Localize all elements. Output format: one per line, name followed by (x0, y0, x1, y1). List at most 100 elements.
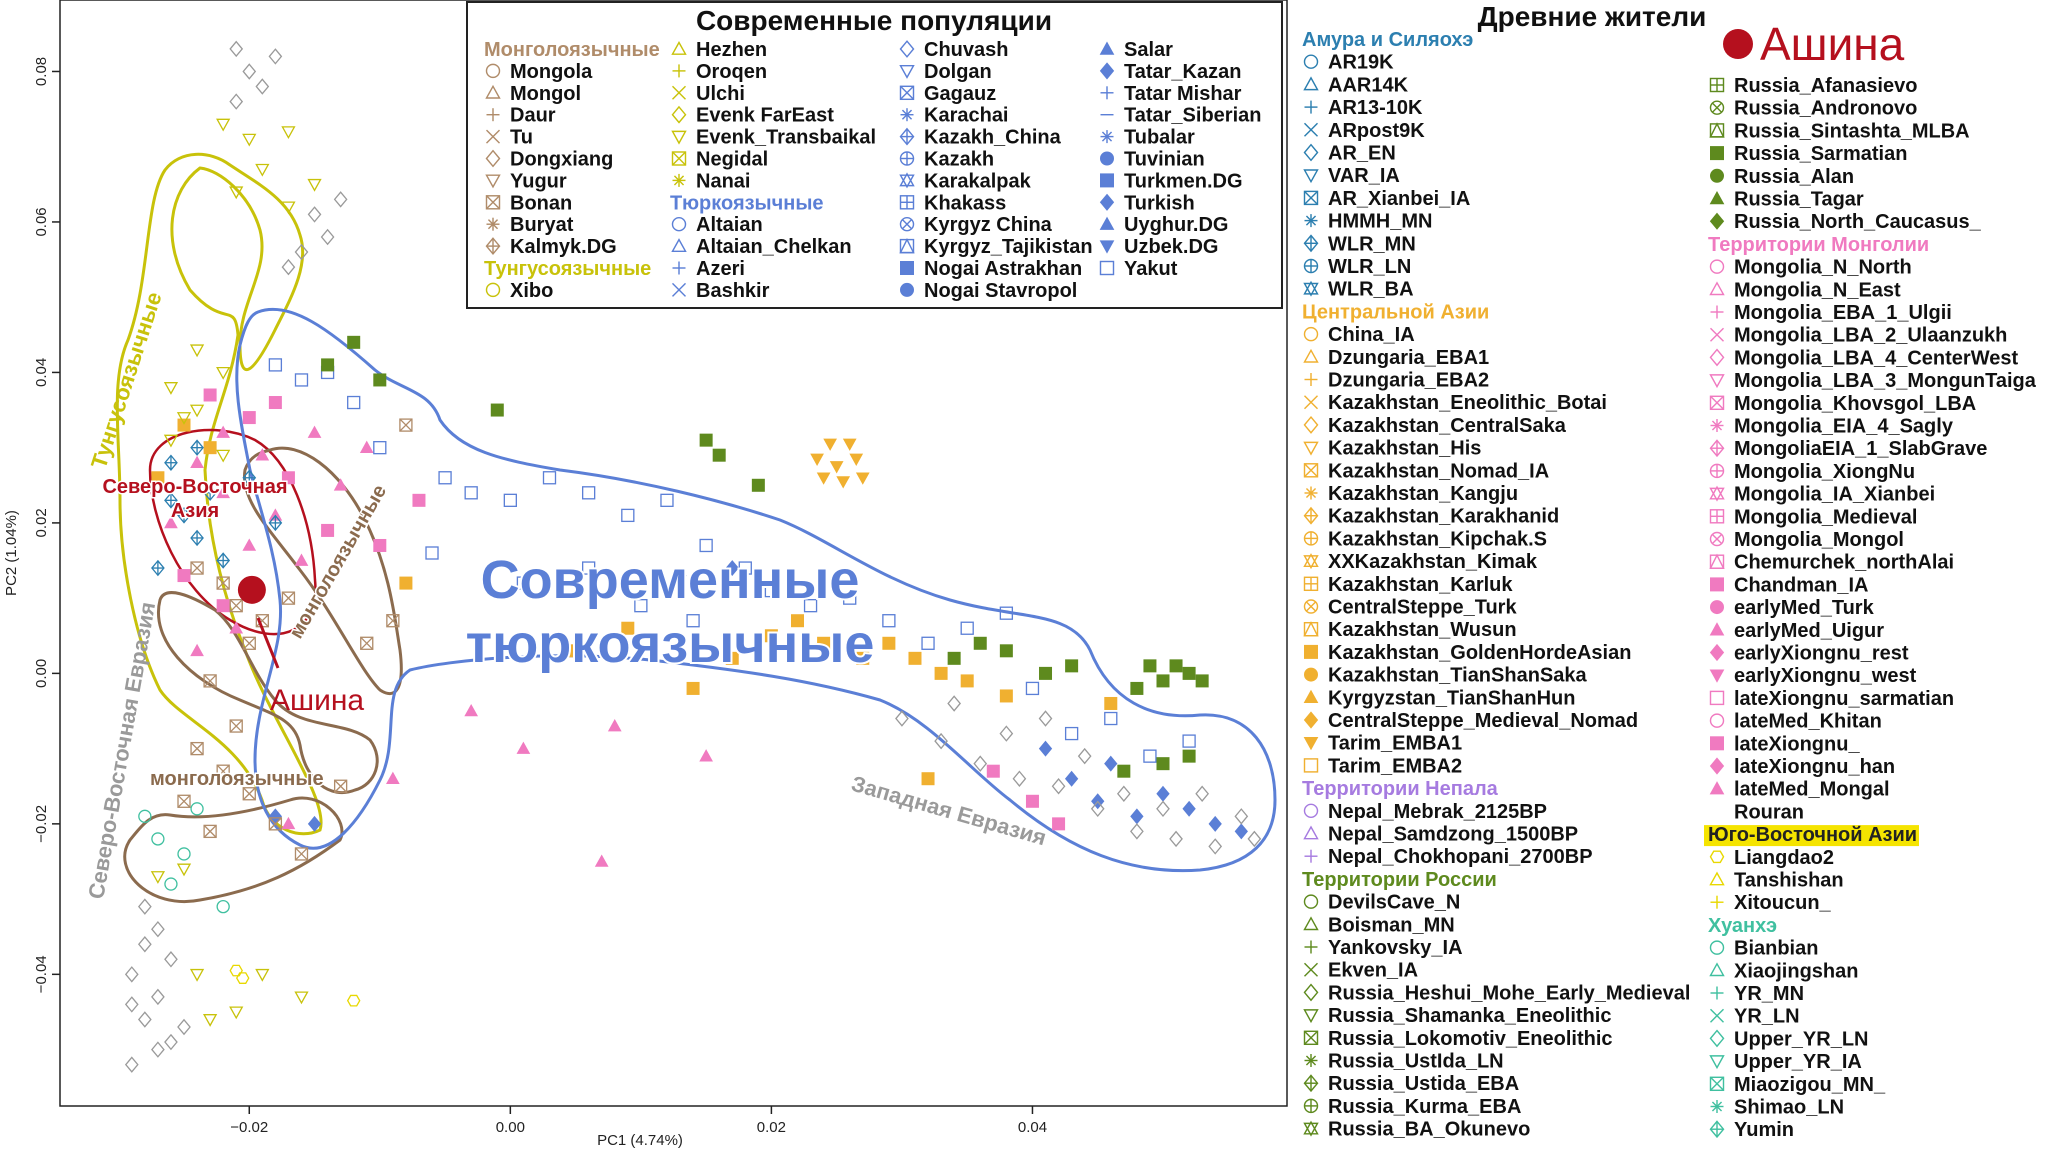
ancient-legend-label: CentralSteppe_Medieval_Nomad (1328, 710, 1638, 732)
data-point-mongolic (281, 591, 296, 605)
data-point-western (1247, 830, 1262, 848)
ancient-legend-marker-icon (1710, 895, 1724, 909)
data-point-russia (1039, 666, 1053, 680)
data-point-turkic (686, 614, 700, 628)
modern-legend-label: Tatar_Siberian (1124, 105, 1261, 127)
ancient-legend-label: Upper_YR_LN (1734, 1028, 1868, 1050)
data-point-turkic (960, 621, 974, 635)
ancient-legend-label: DevilsCave_N (1328, 892, 1460, 914)
modern-legend-marker-icon (900, 282, 914, 297)
data-point-mongolia (1025, 794, 1039, 808)
data-point-central_asia (999, 689, 1013, 703)
data-point-mongolic (177, 794, 191, 808)
ancient-legend-label: Kazakhstan_TianShanSaka (1328, 665, 1588, 687)
ancient-legend-label: Mongolia_EBA_1_Ulgii (1734, 302, 1952, 324)
data-point-central_asia (934, 666, 948, 680)
modern-legend-label: Yugur (510, 170, 567, 192)
data-point-tungusic (242, 133, 257, 147)
data-point-amur (190, 439, 204, 456)
ancient-legend-group-header: Территории России (1302, 869, 1497, 891)
modern-legend-label: Kyrgyz China (924, 214, 1053, 236)
ancient-legend-label: AR_EN (1328, 143, 1396, 165)
ancient-legend-label: Bianbian (1734, 938, 1818, 960)
ancient-legend-label: Yumin (1734, 1119, 1794, 1141)
ashina-point (237, 575, 266, 604)
data-point-mongolia (216, 485, 231, 499)
ancient-legend-marker-icon (1709, 100, 1725, 115)
ancient-legend-marker-icon (1709, 871, 1725, 886)
tungusic-region-label: Тунгусоязычные (86, 289, 167, 472)
data-point-russia (1156, 757, 1170, 771)
modern-legend-label: Gagauz (924, 83, 996, 105)
ancient-legend-label: Tanshishan (1734, 870, 1844, 892)
ancient-legend-label: XXKazakhstan_Kimak (1328, 551, 1538, 573)
ancient-legend-marker-icon (1709, 327, 1725, 342)
ancient-legend-label: lateXiongnu_sarmatian (1734, 688, 1954, 710)
ancient-legend-label: Kazakhstan_Nomad_IA (1328, 460, 1549, 482)
ancient-legend-marker-icon (1304, 373, 1318, 386)
ancient-legend-marker-icon (1709, 690, 1725, 706)
modern-legend-label: Tu (510, 127, 533, 149)
modern-legend-marker-icon (1099, 240, 1115, 254)
ancient-legend-marker-icon (1304, 214, 1318, 228)
data-point-tungusic (216, 118, 231, 132)
data-point-russia (1169, 659, 1183, 673)
ancient-legend-label: Russia_Ustida_EBA (1328, 1073, 1519, 1095)
data-point-western (320, 228, 335, 246)
data-point-tungusic (229, 186, 244, 200)
modern-turkic-label-line1: Современные (481, 550, 860, 610)
ancient-legend-marker-icon (1304, 1054, 1318, 1067)
ancient-legend-marker-icon (1303, 553, 1319, 570)
modern-legend-label: Salar (1124, 39, 1173, 61)
data-point-mongolia (164, 515, 178, 529)
ancient-legend-marker-icon (1709, 281, 1725, 296)
data-point-central_asia (856, 651, 870, 665)
ancient-legend-label: Russia_Kurma_EBA (1328, 1096, 1521, 1118)
data-point-mongolic (203, 674, 217, 688)
ancient-legend-label: Russia_Afanasievo (1734, 75, 1917, 97)
modern-legend-marker-icon (486, 108, 500, 122)
ancient-legend-marker-icon (1303, 415, 1319, 434)
ancient-legend-label: Xiaojingshan (1734, 960, 1858, 982)
modern-legend-label: Tuvinian (1124, 149, 1205, 171)
data-point-mongolia (359, 440, 374, 453)
modern-legend-marker-icon (485, 195, 501, 210)
data-point-mongolic (294, 847, 309, 861)
data-point-turkic (673, 567, 687, 584)
ancient-legend-label: Miaozigou_MN_ (1734, 1074, 1886, 1096)
data-point-central_asia (908, 651, 922, 665)
data-point-turkic (268, 358, 283, 372)
data-point-turkic (999, 606, 1014, 620)
data-point-tungusic (176, 412, 192, 425)
data-point-se_asia (346, 994, 361, 1007)
data-point-amur (177, 507, 191, 524)
modern-legend-marker-icon (485, 129, 501, 144)
modern-legend-marker-icon (485, 84, 501, 99)
data-point-western (1156, 800, 1170, 818)
y-tick-label: 0.02 (33, 508, 50, 537)
data-point-western (1090, 800, 1105, 818)
ancient-legend-marker-icon (1709, 781, 1725, 795)
x-tick-label: 0.02 (757, 1119, 786, 1136)
ancient-legend-label: Kazakhstan_Kangju (1328, 483, 1518, 505)
data-point-central_asia (810, 453, 824, 466)
data-point-western (137, 1011, 152, 1028)
ancient-legend-marker-icon (1303, 689, 1319, 703)
modern-legend-label: Daur (510, 105, 556, 127)
modern-legend-title: Современные популяции (696, 5, 1052, 36)
x-axis-title: PC1 (4.74%) (597, 1132, 683, 1149)
data-point-turkic (581, 561, 596, 575)
modern-legend-marker-icon (671, 130, 687, 145)
data-point-central_asia (764, 629, 778, 643)
data-point-amur (216, 552, 231, 569)
data-point-turkic (634, 599, 648, 613)
data-point-turkic (373, 441, 387, 455)
data-point-turkic (1104, 711, 1118, 726)
ancient-legend-marker-icon (1710, 168, 1724, 183)
ancient-legend-label: lateXiongnu_han (1734, 756, 1895, 778)
data-point-russia (1195, 674, 1209, 688)
data-point-mongolia (986, 764, 1000, 778)
modern-legend-marker-icon (486, 217, 500, 231)
data-point-amur (164, 492, 178, 509)
ancient-legend-label: Russia_North_Caucasus_ (1734, 211, 1982, 233)
